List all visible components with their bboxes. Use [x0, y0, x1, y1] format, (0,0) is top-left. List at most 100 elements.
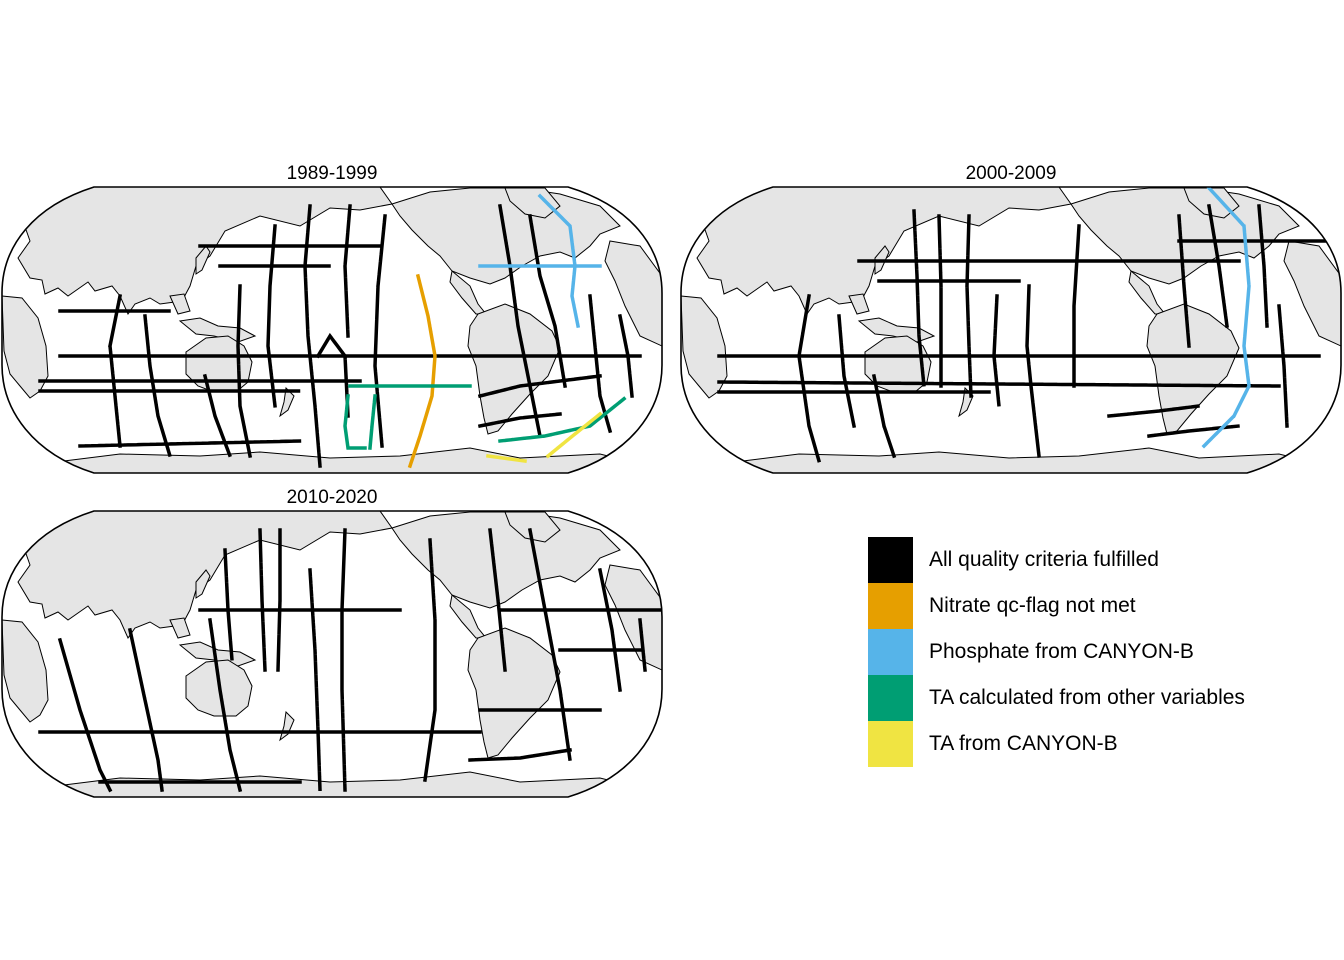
cruise-track [1277, 304, 1289, 428]
legend-key [868, 583, 913, 629]
cruise-track [537, 193, 581, 329]
panel-title: 2010-2020 [286, 487, 378, 508]
cruise-track [343, 204, 352, 338]
cruise-track [276, 528, 282, 672]
cruise-track [340, 528, 347, 792]
cruise-track [343, 394, 367, 450]
land-shape [604, 240, 662, 347]
map-border [1, 186, 663, 474]
map-panel-2000-2009: 2000-2009 [679, 163, 1343, 475]
land-shape [604, 564, 662, 671]
land-shape [848, 293, 870, 315]
cruise-track [315, 332, 350, 418]
cruise-track [1072, 224, 1081, 388]
cruise-track [638, 618, 647, 672]
legend-item: Phosphate from CANYON-B [868, 629, 1245, 675]
cruise-track [527, 527, 572, 762]
cruise-track [1201, 187, 1251, 449]
world-map [1, 510, 663, 798]
cruise-track [597, 567, 622, 692]
map-panel-1989-1999: 1989-1999 [0, 163, 664, 475]
cruise-track [127, 627, 164, 792]
legend-key [868, 629, 913, 675]
legend-item: TA from CANYON-B [868, 721, 1245, 767]
cruise-track [477, 374, 602, 399]
cruise-track [871, 373, 897, 459]
land-shape [38, 447, 642, 473]
cruise-track [837, 314, 857, 429]
map-layers [2, 511, 662, 797]
land-shape [504, 511, 561, 543]
cruise-track [797, 293, 822, 464]
cruise-track [486, 454, 527, 463]
world-map [1, 186, 663, 474]
map-layers [2, 187, 662, 473]
cruise-track [992, 294, 1001, 408]
land-shape [279, 386, 295, 418]
map-panel-2010-2020: 2010-2020 [0, 487, 664, 799]
cruise-track [208, 618, 243, 793]
cruise-track [617, 313, 634, 398]
land-shape [2, 619, 49, 723]
cruise-track [407, 273, 437, 469]
cruise-track [266, 224, 277, 408]
cruise-track [223, 548, 234, 662]
land-shape [169, 617, 191, 639]
legend-item: All quality criteria fulfilled [868, 537, 1245, 583]
cruise-track [545, 411, 603, 459]
cruise-track [258, 528, 267, 672]
cruise-track [488, 528, 507, 672]
legend: All quality criteria fulfilled Nitrate q… [868, 537, 1245, 767]
cruise-track [368, 394, 377, 450]
cruise-track [1206, 203, 1229, 328]
cruise-track [1107, 404, 1201, 418]
map-layers [681, 187, 1341, 473]
cruise-track [1025, 284, 1041, 458]
cruise-track [202, 373, 233, 459]
legend-key [868, 675, 913, 721]
panel-title: 2000-2009 [965, 163, 1057, 184]
panel-title: 1989-1999 [286, 163, 378, 184]
land-shape [195, 245, 211, 275]
land-shape [717, 447, 1321, 473]
land-shape [467, 627, 561, 759]
cruise-track [373, 214, 387, 448]
cruise-track [912, 209, 926, 388]
cruise-track [468, 747, 573, 762]
legend-item: Nitrate qc-flag not met [868, 583, 1245, 629]
cruise-track [108, 293, 123, 448]
land-shape [38, 771, 642, 797]
land-shape [195, 569, 211, 599]
land-shape [1183, 187, 1240, 219]
land-shape [178, 641, 257, 667]
cruise-track [423, 538, 437, 782]
legend-key [868, 537, 913, 583]
legend-item: TA calculated from other variables [868, 675, 1245, 721]
land-shape [169, 293, 191, 315]
cruise-track [527, 213, 568, 389]
legend-key [868, 721, 913, 767]
land-shape [857, 317, 936, 343]
land-shape [1283, 240, 1341, 347]
map-border [1, 510, 663, 798]
land-shape [504, 187, 561, 219]
cruise-track [236, 284, 253, 459]
cruise-track [965, 214, 973, 398]
cruise-track [498, 395, 628, 443]
land-shape [178, 317, 257, 343]
cruise-track [308, 568, 322, 792]
legend-label: TA calculated from other variables [929, 686, 1245, 709]
cruise-track [143, 314, 173, 459]
cruise-track [717, 380, 1281, 388]
legend-label: TA from CANYON-B [929, 732, 1118, 755]
cruise-track [477, 412, 562, 429]
legend-label: Phosphate from CANYON-B [929, 640, 1194, 663]
cruise-track [78, 439, 302, 448]
legend-label: Nitrate qc-flag not met [929, 594, 1136, 617]
cruise-track [497, 203, 543, 439]
map-border [680, 186, 1342, 474]
cruise-track [1177, 214, 1191, 348]
cruise-track [1257, 204, 1269, 328]
legend-label: All quality criteria fulfilled [929, 548, 1159, 571]
cruise-track [57, 637, 113, 793]
